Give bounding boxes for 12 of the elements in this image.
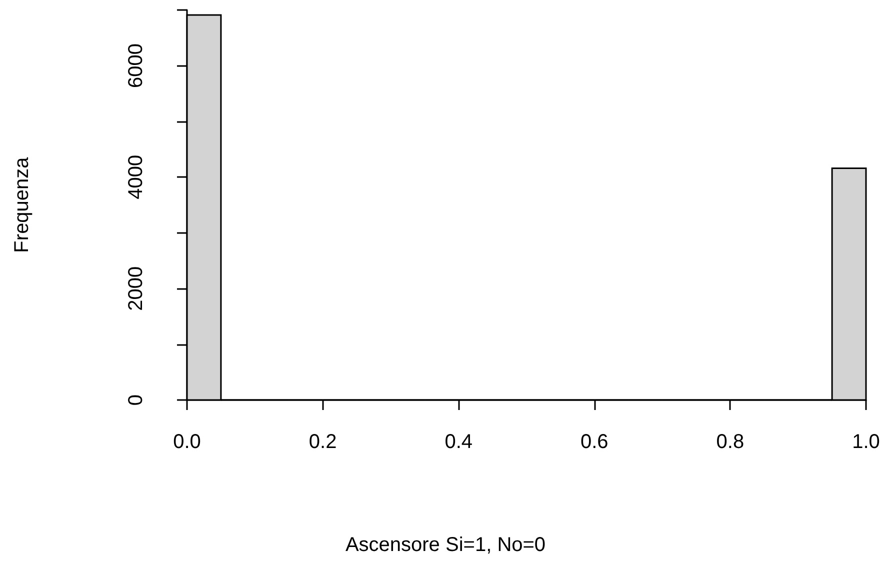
x-tick-label: 1.0 — [852, 431, 880, 453]
x-axis-title: Ascensore Si=1, No=0 — [345, 534, 546, 556]
x-tick-label: 0.4 — [444, 431, 473, 453]
y-tick-label: 6000 — [125, 43, 147, 88]
x-tick-label: 0.0 — [173, 431, 201, 453]
x-tick-label: 0.6 — [580, 431, 608, 453]
x-tick-label: 0.2 — [308, 431, 337, 453]
y-tick-label: 2000 — [125, 266, 147, 311]
y-tick-label: 0 — [125, 394, 147, 406]
x-tick-label: 0.8 — [716, 431, 744, 453]
y-axis-title: Frequenza — [11, 156, 33, 253]
y-tick-label: 4000 — [125, 154, 147, 200]
